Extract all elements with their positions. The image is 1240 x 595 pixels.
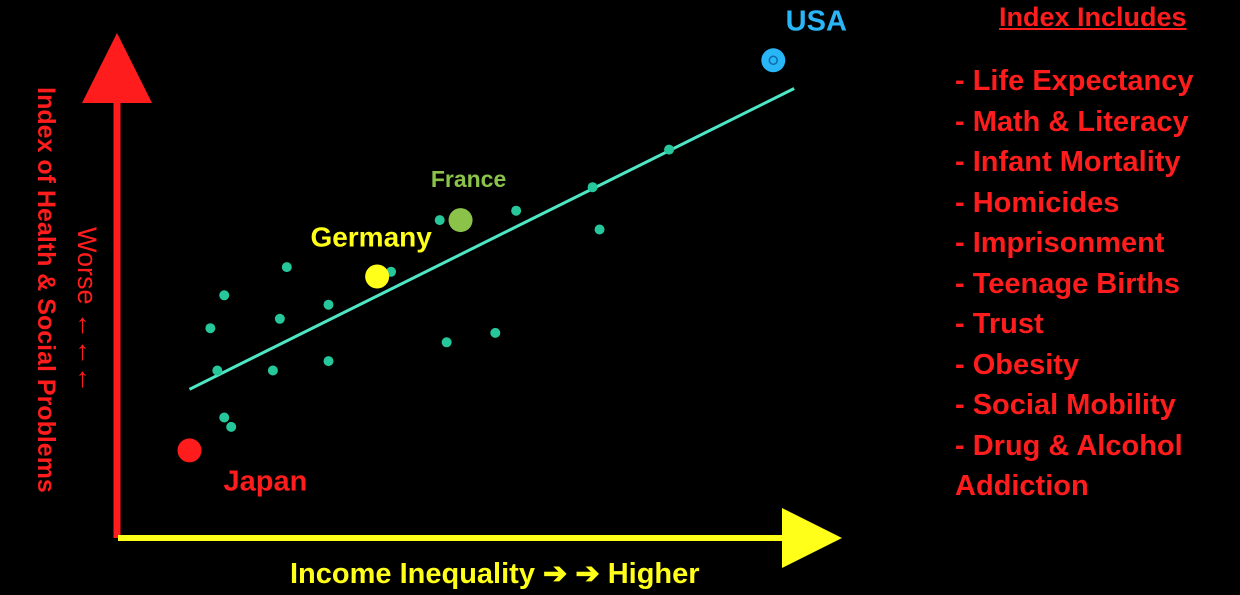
data-point bbox=[490, 327, 501, 338]
label-usa: USA bbox=[786, 5, 847, 37]
trend-line bbox=[188, 87, 795, 391]
point-germany bbox=[365, 264, 390, 289]
panel-title: Index Includes bbox=[999, 2, 1187, 32]
data-point bbox=[511, 205, 522, 216]
data-point bbox=[219, 290, 230, 301]
panel-item: - Imprisonment bbox=[955, 227, 1165, 259]
data-point bbox=[594, 224, 605, 235]
point-japan bbox=[177, 438, 202, 463]
data-point bbox=[323, 356, 334, 367]
panel-item: - Social Mobility bbox=[955, 389, 1176, 421]
y-axis-worse-label: Worse ←←← bbox=[72, 227, 102, 393]
data-point bbox=[587, 182, 598, 193]
data-point bbox=[281, 262, 292, 273]
panel-list: - Life Expectancy - Math & Literacy - In… bbox=[955, 61, 1240, 507]
point-usa bbox=[761, 48, 786, 73]
panel-item: - Homicides bbox=[955, 186, 1120, 219]
y-axis-label: Index of Health & Social Problems bbox=[32, 87, 60, 493]
data-point bbox=[441, 337, 452, 348]
data-point bbox=[226, 421, 237, 432]
panel-item: Addiction bbox=[955, 470, 1089, 502]
panel-item: - Teenage Births bbox=[955, 267, 1181, 300]
point-usa-ring bbox=[768, 55, 779, 66]
panel-item: - Obesity bbox=[955, 348, 1080, 381]
panel-item: - Math & Literacy bbox=[955, 105, 1189, 138]
data-point bbox=[212, 365, 223, 376]
data-point bbox=[205, 323, 216, 334]
chart-svg: Index of Health & Social Problems Worse … bbox=[32, 5, 847, 568]
label-france: France bbox=[431, 166, 506, 192]
data-point bbox=[664, 144, 675, 155]
label-germany: Germany bbox=[310, 222, 432, 253]
x-axis-label: Income Inequality ➔ ➔ Higher bbox=[290, 558, 700, 590]
panel-item: - Life Expectancy bbox=[955, 65, 1194, 97]
panel-item: - Infant Mortality bbox=[955, 146, 1181, 178]
data-point bbox=[267, 365, 278, 376]
panel-item: - Drug & Alcohol bbox=[955, 429, 1183, 462]
data-point bbox=[434, 215, 445, 226]
point-france bbox=[448, 208, 473, 233]
data-point bbox=[323, 299, 334, 310]
data-point bbox=[274, 313, 285, 324]
index-includes-panel: Index Includes - Life Expectancy - Math … bbox=[955, 2, 1240, 507]
data-point bbox=[219, 412, 230, 423]
label-japan: Japan bbox=[224, 465, 308, 497]
panel-item: - Trust bbox=[955, 308, 1044, 340]
plot-area: Japan Germany France USA bbox=[177, 5, 847, 497]
